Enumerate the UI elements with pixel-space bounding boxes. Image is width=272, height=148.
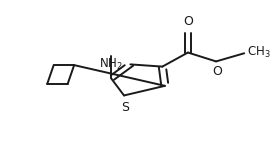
Text: CH$_3$: CH$_3$ <box>247 45 270 60</box>
Text: S: S <box>121 101 129 114</box>
Text: O: O <box>212 65 222 78</box>
Text: O: O <box>183 15 193 28</box>
Text: NH$_2$: NH$_2$ <box>99 57 123 72</box>
